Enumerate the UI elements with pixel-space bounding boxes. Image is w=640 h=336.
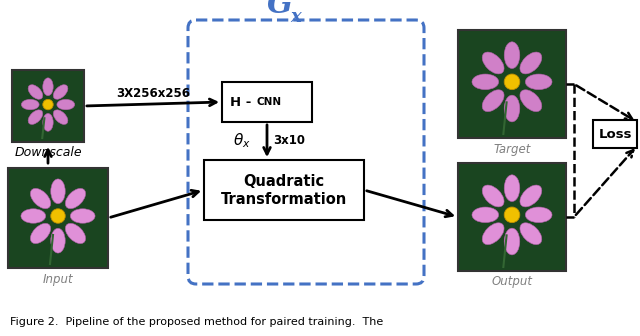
Ellipse shape (504, 42, 520, 69)
Bar (593, 120, 637, 148)
Ellipse shape (43, 114, 53, 131)
Ellipse shape (482, 90, 504, 112)
Text: CNN: CNN (256, 97, 282, 107)
Bar (8, 168, 108, 268)
Bar (458, 30, 566, 138)
Ellipse shape (65, 223, 86, 244)
Ellipse shape (28, 110, 43, 124)
Text: Quadratic: Quadratic (243, 173, 324, 188)
Text: Output: Output (492, 276, 532, 289)
Ellipse shape (520, 52, 542, 74)
Ellipse shape (21, 99, 39, 110)
Ellipse shape (51, 179, 65, 204)
Ellipse shape (65, 188, 86, 209)
Text: Loss: Loss (598, 127, 632, 140)
Text: 3x10: 3x10 (273, 134, 305, 148)
Ellipse shape (51, 209, 65, 223)
Ellipse shape (57, 99, 75, 110)
Ellipse shape (31, 223, 51, 244)
Ellipse shape (70, 209, 95, 223)
Ellipse shape (28, 85, 43, 99)
Ellipse shape (482, 52, 504, 74)
Ellipse shape (504, 95, 520, 122)
Bar (458, 163, 566, 271)
Text: x: x (291, 8, 301, 26)
Ellipse shape (43, 99, 53, 110)
Text: G: G (267, 0, 292, 20)
Bar (222, 82, 312, 122)
Ellipse shape (472, 74, 499, 90)
Text: Figure 2.  Pipeline of the proposed method for paired training.  The: Figure 2. Pipeline of the proposed metho… (10, 317, 383, 327)
Ellipse shape (21, 209, 45, 223)
Ellipse shape (43, 78, 53, 96)
Text: Target: Target (493, 142, 531, 156)
Ellipse shape (520, 90, 542, 112)
Text: H -: H - (230, 95, 256, 109)
Ellipse shape (520, 223, 542, 245)
Text: Input: Input (43, 272, 74, 286)
Ellipse shape (520, 185, 542, 207)
Text: Transformation: Transformation (221, 192, 347, 207)
Ellipse shape (525, 207, 552, 223)
Ellipse shape (504, 207, 520, 223)
Ellipse shape (504, 228, 520, 255)
Ellipse shape (504, 175, 520, 202)
Ellipse shape (472, 207, 499, 223)
Ellipse shape (31, 188, 51, 209)
Text: Downscale: Downscale (14, 146, 82, 160)
Bar (204, 160, 364, 220)
Bar (12, 70, 84, 142)
Text: 3X256x256: 3X256x256 (116, 87, 190, 100)
Ellipse shape (53, 110, 68, 124)
Ellipse shape (53, 85, 68, 99)
Ellipse shape (482, 185, 504, 207)
Ellipse shape (51, 228, 65, 253)
Ellipse shape (504, 74, 520, 90)
Ellipse shape (525, 74, 552, 90)
Ellipse shape (482, 223, 504, 245)
Text: $\theta_x$: $\theta_x$ (234, 132, 251, 150)
